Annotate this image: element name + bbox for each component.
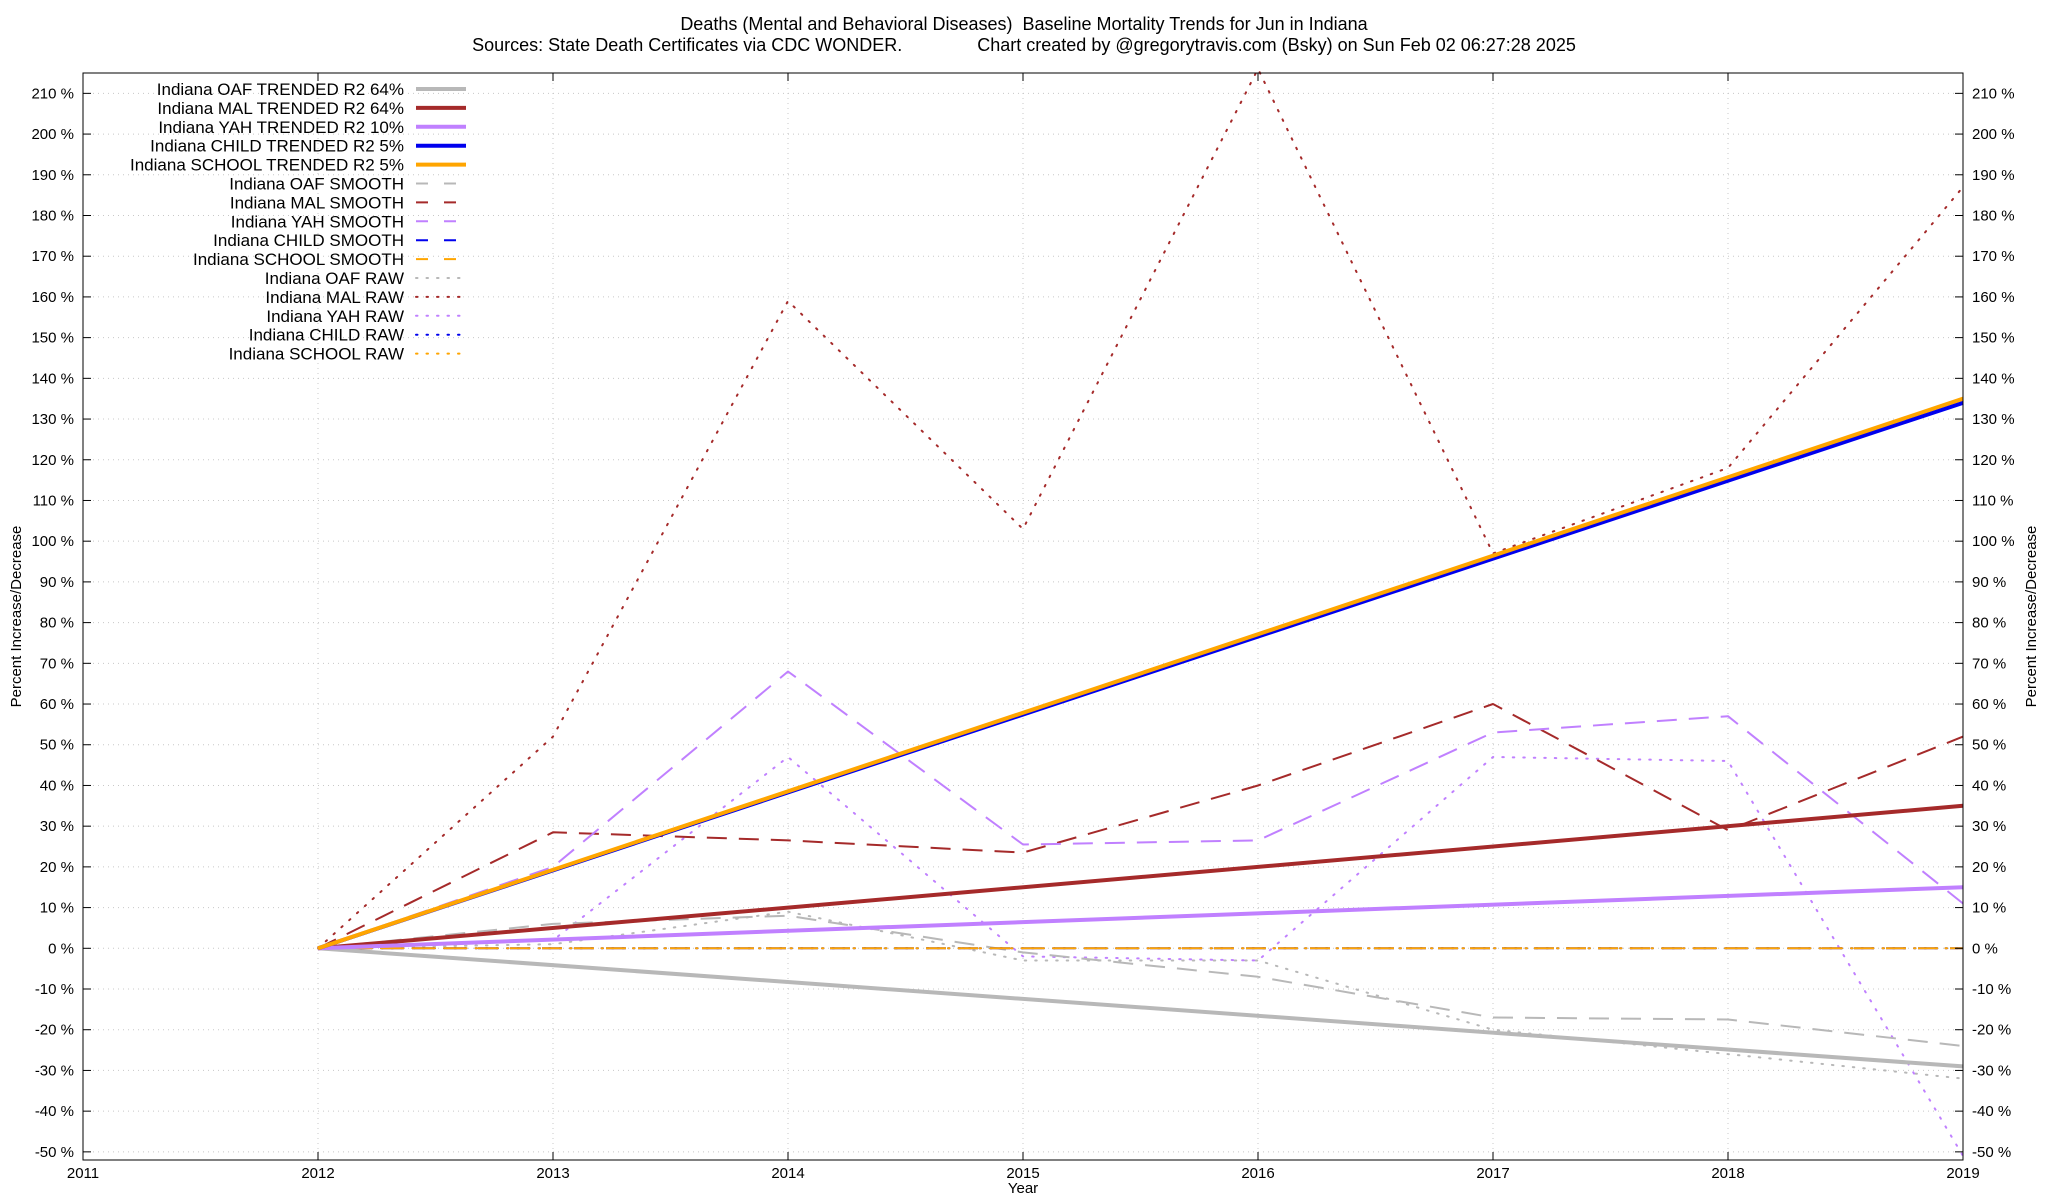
y-tick-label-right: 200 % <box>1972 126 2015 143</box>
x-tick-label: 2013 <box>536 1165 569 1182</box>
y-tick-label-right: 30 % <box>1972 818 2006 835</box>
y-tick-label-left: -40 % <box>35 1103 74 1120</box>
y-tick-label-left: 50 % <box>40 737 74 754</box>
legend-label: Indiana CHILD SMOOTH <box>213 231 404 250</box>
legend-label: Indiana OAF SMOOTH <box>229 175 404 194</box>
y-tick-label-left: 110 % <box>33 492 74 509</box>
legend-label: Indiana CHILD RAW <box>249 326 404 345</box>
y-axis-label: Percent Increase/Decrease <box>8 526 25 708</box>
x-tick-label: 2016 <box>1241 1165 1274 1182</box>
y-tick-label-right: -20 % <box>1972 1022 2011 1039</box>
y-tick-label-right: 120 % <box>1972 452 2015 469</box>
y-tick-label-left: 40 % <box>40 777 74 794</box>
y-tick-label-left: -20 % <box>35 1022 74 1039</box>
gridlines <box>83 73 1963 1160</box>
legend-label: Indiana OAF TRENDED R2 64% <box>157 80 404 99</box>
y-tick-label-right: 10 % <box>1972 900 2006 917</box>
y-tick-label-right: 210 % <box>1972 85 2015 102</box>
y-tick-label-left: 170 % <box>31 248 74 265</box>
x-tick-label: 2017 <box>1476 1165 1509 1182</box>
y-tick-label-right: 190 % <box>1972 167 2015 184</box>
y-tick-label-right: 20 % <box>1972 859 2006 876</box>
series-line-indiana-yah-trended-r2-10 <box>317 885 1964 951</box>
y-tick-label-right: 50 % <box>1972 737 2006 754</box>
series-line-indiana-yah-raw <box>317 756 1964 1157</box>
y-tick-label-left: -50 % <box>35 1144 74 1161</box>
y-tick-label-right: 110 % <box>1972 492 2013 509</box>
y-tick-label-left: 90 % <box>40 574 74 591</box>
y-tick-label-left: 190 % <box>31 167 74 184</box>
y-tick-label-right: 40 % <box>1972 777 2006 794</box>
series-line-indiana-school-trended-r2-5 <box>317 396 1964 951</box>
y-tick-label-right: -40 % <box>1972 1103 2011 1120</box>
y-tick-label-right: 0 % <box>1972 940 1998 957</box>
y-tick-label-left: 20 % <box>40 859 74 876</box>
series-line-indiana-mal-trended-r2-64 <box>317 803 1964 951</box>
legend-label: Indiana YAH SMOOTH <box>231 212 404 231</box>
x-axis-label: Year <box>1008 1180 1038 1197</box>
y-tick-label-left: 10 % <box>40 900 74 917</box>
legend-label: Indiana YAH TRENDED R2 10% <box>158 118 404 137</box>
y-tick-label-right: 70 % <box>1972 655 2006 672</box>
x-tick-label: 2019 <box>1946 1165 1979 1182</box>
y-tick-label-right: 160 % <box>1972 289 2015 306</box>
series-lines <box>317 67 1964 1157</box>
legend-label: Indiana CHILD TRENDED R2 5% <box>150 137 404 156</box>
y-tick-label-right: 180 % <box>1972 207 2015 224</box>
y-tick-label-right: 100 % <box>1972 533 2015 550</box>
y-tick-label-left: 210 % <box>31 85 74 102</box>
y-tick-label-right: -30 % <box>1972 1062 2011 1079</box>
y-tick-label-left: 80 % <box>40 615 74 632</box>
y-tick-label-right: 80 % <box>1972 615 2006 632</box>
y-tick-label-left: -30 % <box>35 1062 74 1079</box>
x-tick-label: 2018 <box>1711 1165 1744 1182</box>
x-tick-label: 2014 <box>771 1165 804 1182</box>
y-tick-label-left: 160 % <box>31 289 74 306</box>
legend-label: Indiana MAL RAW <box>265 288 404 307</box>
y-tick-label-left: 70 % <box>40 655 74 672</box>
legend-label: Indiana MAL SMOOTH <box>230 193 404 212</box>
y-tick-label-right: -10 % <box>1972 981 2011 998</box>
y-tick-label-left: 0 % <box>48 940 74 957</box>
series-line-indiana-oaf-smooth <box>317 914 1964 1047</box>
y-tick-label-right: 170 % <box>1972 248 2015 265</box>
series-line-indiana-oaf-raw <box>317 910 1964 1080</box>
y-tick-label-right: 140 % <box>1972 370 2015 387</box>
y-tick-label-right: 150 % <box>1972 330 2015 347</box>
legend-label: Indiana SCHOOL SMOOTH <box>193 250 404 269</box>
y-tick-label-left: 150 % <box>31 330 74 347</box>
y-tick-label-left: 60 % <box>40 696 74 713</box>
y-tick-label-left: -10 % <box>35 981 74 998</box>
y-tick-label-right: 130 % <box>1972 411 2015 428</box>
y-tick-label-left: 100 % <box>31 533 74 550</box>
series-line-indiana-oaf-trended-r2-64 <box>317 946 1964 1069</box>
legend: Indiana OAF TRENDED R2 64%Indiana MAL TR… <box>130 80 467 364</box>
y-tick-label-right: -50 % <box>1972 1144 2011 1161</box>
legend-label: Indiana OAF RAW <box>265 269 404 288</box>
y-tick-label-right: 90 % <box>1972 574 2006 591</box>
y-tick-label-left: 120 % <box>31 452 74 469</box>
legend-label: Indiana MAL TRENDED R2 64% <box>157 99 404 118</box>
legend-label: Indiana SCHOOL RAW <box>229 345 404 364</box>
y-tick-label-left: 140 % <box>31 370 74 387</box>
chart-title: Deaths (Mental and Behavioral Diseases) … <box>680 14 1368 34</box>
legend-label: Indiana SCHOOL TRENDED R2 5% <box>130 156 404 175</box>
chart-subtitle: Sources: State Death Certificates via CD… <box>472 35 1576 55</box>
y2-axis-label: Percent Increase/Decrease <box>2023 526 2040 708</box>
x-tick-label: 2015 <box>1006 1165 1039 1182</box>
y-tick-label-left: 130 % <box>31 411 74 428</box>
y-tick-label-right: 60 % <box>1972 696 2006 713</box>
y-tick-label-left: 200 % <box>31 126 74 143</box>
y-tick-label-left: 180 % <box>31 207 74 224</box>
x-tick-label: 2011 <box>67 1165 99 1182</box>
y-tick-label-left: 30 % <box>40 818 74 835</box>
legend-label: Indiana YAH RAW <box>266 307 404 326</box>
series-line-indiana-mal-raw <box>317 67 1964 950</box>
series-line-indiana-yah-smooth <box>317 670 1964 950</box>
axis-ticks: 2011 2012 2013 2014 2015 2016 2017 2018 2019 -50 … <box>31 73 2015 1182</box>
x-tick-label: 2012 <box>301 1165 334 1182</box>
